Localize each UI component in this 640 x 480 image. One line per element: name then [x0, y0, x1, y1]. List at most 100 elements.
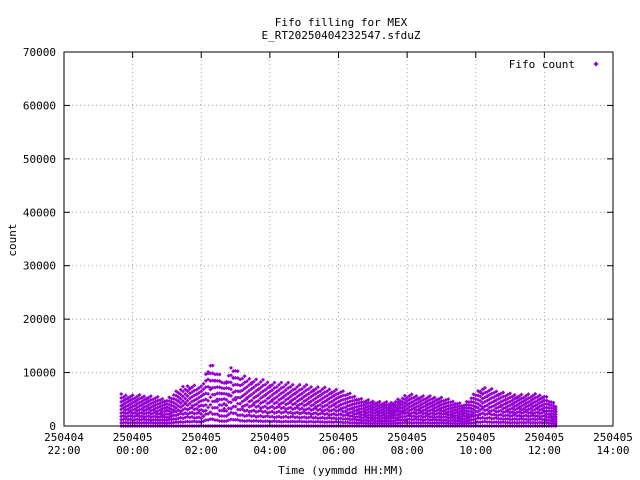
data-point: [238, 413, 243, 418]
data-point: [279, 419, 284, 424]
data-point: [361, 421, 366, 426]
data-point: [185, 384, 190, 389]
data-point: [492, 403, 497, 408]
data-point: [293, 419, 298, 424]
data-point: [418, 420, 423, 425]
data-point: [492, 408, 497, 413]
data-point: [256, 387, 261, 392]
data-point: [158, 418, 163, 423]
data-point: [194, 401, 199, 406]
data-point: [430, 420, 435, 425]
data-point: [428, 421, 432, 426]
data-point: [190, 419, 195, 424]
data-point: [199, 416, 204, 421]
data-point: [304, 420, 309, 425]
data-point: [544, 418, 549, 423]
data-point: [126, 420, 131, 425]
data-point: [226, 380, 231, 385]
data-point: [283, 387, 288, 392]
data-point: [464, 421, 469, 426]
data-point: [476, 405, 481, 410]
data-point: [553, 419, 558, 424]
data-point: [441, 418, 446, 423]
data-point: [517, 420, 522, 425]
data-point: [464, 399, 469, 404]
data-point: [245, 390, 249, 395]
data-point: [402, 397, 407, 402]
chart-title-line-2: E_RT20250404232547.sfduZ: [262, 29, 421, 42]
data-point: [421, 393, 426, 398]
data-point: [446, 421, 451, 426]
data-point: [217, 408, 222, 413]
data-point: [203, 412, 208, 417]
data-point: [402, 404, 407, 409]
data-point: [318, 407, 323, 412]
data-point: [382, 421, 387, 426]
data-point: [535, 420, 540, 425]
data-point: [423, 420, 428, 425]
data-point: [299, 401, 304, 406]
data-point: [469, 417, 474, 422]
data-point: [327, 387, 332, 392]
data-point: [206, 405, 211, 410]
data-point: [361, 418, 366, 423]
data-point: [318, 402, 323, 407]
data-point: [128, 420, 133, 425]
data-point: [194, 387, 199, 392]
data-point: [208, 402, 213, 407]
data-point: [377, 421, 382, 426]
data-point: [194, 419, 199, 424]
data-point: [441, 421, 446, 426]
data-point: [462, 419, 467, 424]
data-point: [270, 388, 275, 393]
data-point: [245, 384, 249, 389]
data-point: [251, 385, 256, 390]
data-point: [446, 418, 451, 423]
data-point: [469, 420, 474, 425]
data-point: [286, 380, 291, 385]
data-point: [453, 421, 458, 426]
data-point: [176, 395, 181, 400]
data-point: [288, 405, 293, 410]
data-point: [306, 391, 311, 396]
data-point: [553, 404, 558, 409]
data-point: [325, 402, 330, 407]
data-point: [215, 397, 220, 402]
data-point: [155, 394, 160, 399]
data-point: [453, 419, 458, 424]
data-point: [354, 421, 359, 426]
data-point: [185, 403, 190, 408]
data-point: [457, 403, 462, 408]
data-point: [480, 419, 485, 424]
data-point: [219, 413, 224, 418]
data-point: [277, 388, 282, 393]
data-point: [551, 421, 556, 426]
data-point: [245, 418, 249, 423]
data-point: [270, 382, 275, 387]
data-point: [489, 386, 494, 391]
data-point: [514, 420, 519, 425]
data-point: [553, 412, 558, 417]
data-point: [222, 408, 227, 413]
data-point: [146, 420, 151, 425]
data-point: [457, 417, 462, 422]
data-point: [462, 416, 467, 421]
data-point: [162, 418, 167, 423]
data-point: [217, 413, 222, 418]
data-point: [263, 404, 268, 409]
data-point: [215, 391, 220, 396]
data-point: [546, 421, 551, 426]
data-point: [249, 381, 254, 386]
data-point: [402, 393, 407, 398]
data-point: [263, 387, 268, 392]
data-point: [492, 420, 497, 425]
data-point: [528, 420, 533, 425]
data-point: [336, 416, 341, 421]
data-point: [178, 396, 183, 401]
data-point: [546, 405, 551, 410]
data-point: [231, 376, 236, 381]
data-point: [464, 402, 469, 407]
data-point: [478, 399, 483, 404]
data-point: [272, 380, 277, 385]
data-point: [466, 399, 471, 404]
